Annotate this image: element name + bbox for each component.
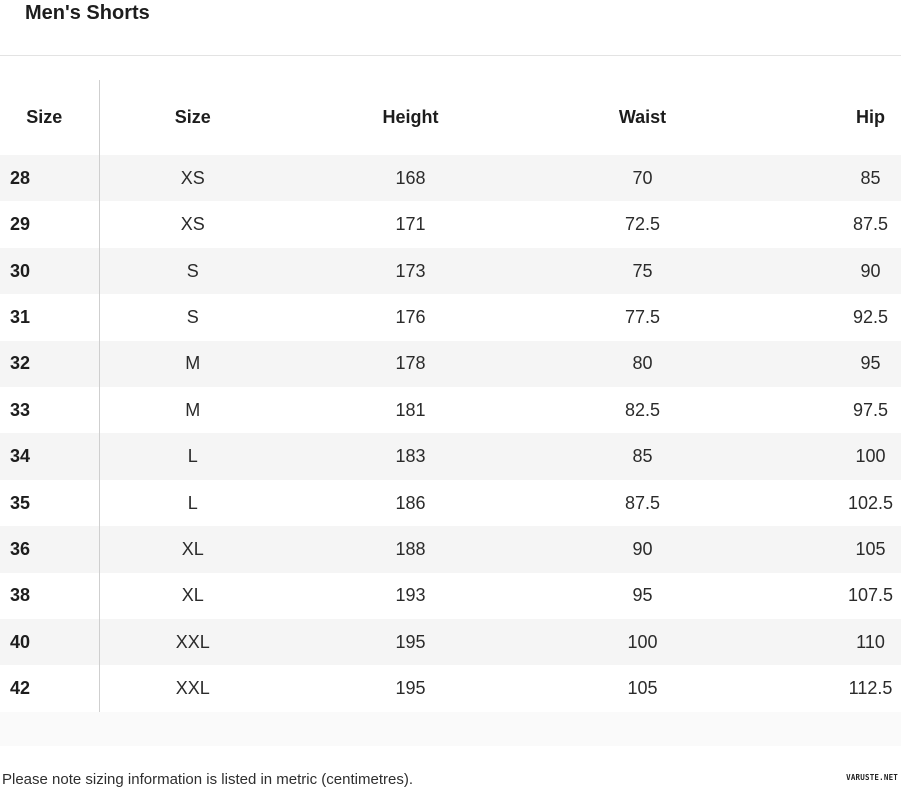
table-cell: 33 (0, 387, 100, 434)
table-cell: 193 (395, 585, 426, 606)
table-cell: 107.5 (847, 585, 894, 606)
table-cell: 40 (0, 619, 100, 666)
table-cell: 42 (0, 665, 100, 712)
table-cell: 32 (0, 340, 100, 388)
column-header-size-numeric: Size (0, 80, 100, 155)
table-cell: 100 (627, 631, 658, 652)
table-cell: L (187, 492, 198, 513)
table-cell: 29 (0, 201, 100, 248)
table-cell: 80 (632, 353, 653, 374)
table-cell: 168 (395, 167, 426, 188)
table-cell: XS (180, 167, 205, 188)
table-cell: 173 (395, 260, 426, 281)
table-cell: 36 (0, 526, 100, 573)
table-cell: 87.5 (852, 214, 889, 235)
table-cell: 100 (855, 446, 886, 467)
title-divider (0, 55, 901, 56)
table-row: 42 XXL 195 105 112.5 (0, 665, 901, 712)
column-header-hip: Hip (856, 107, 885, 127)
table-cell: M (185, 353, 201, 374)
table-cell: 95 (632, 585, 653, 606)
page-title: Men's Shorts (25, 2, 150, 24)
table-cell: 38 (0, 572, 100, 620)
table-row: 32 M 178 80 95 (0, 340, 901, 388)
table-cell: 188 (395, 538, 426, 559)
table-cell: 105 (855, 538, 886, 559)
table-cell: 105 (627, 678, 658, 699)
table-cell: S (186, 260, 199, 281)
table-cell: 75 (632, 260, 653, 281)
table-cell: 92.5 (852, 306, 889, 327)
table-row: 33 M 181 82.5 97.5 (0, 387, 901, 434)
table-row: 38 XL 193 95 107.5 (0, 572, 901, 620)
table-cell: 77.5 (624, 306, 661, 327)
table-cell: XL (181, 585, 204, 606)
table-row: 34 L 183 85 100 (0, 433, 901, 480)
table-cell: 90 (632, 538, 653, 559)
table-cell: 72.5 (624, 214, 661, 235)
table-cell: XXL (175, 631, 210, 652)
table-cell: 186 (395, 492, 426, 513)
table-cell: 95 (860, 353, 881, 374)
table-cell: 85 (860, 167, 881, 188)
table-cell: L (187, 446, 198, 467)
table-cell: 90 (860, 260, 881, 281)
table-cell: 35 (0, 479, 100, 527)
header-row: Size Size Height Waist Hip (0, 80, 901, 155)
table-cell: 30 (0, 247, 100, 295)
table-cell: 183 (395, 446, 426, 467)
table-cell: XS (180, 214, 205, 235)
column-header-size-letter: Size (174, 107, 211, 127)
table-cell: 195 (395, 678, 426, 699)
table-row: 30 S 173 75 90 (0, 247, 901, 295)
table-cell: XXL (175, 678, 210, 699)
size-chart-table: Size Size Height Waist Hip 28 XS 168 70 85 29… (0, 80, 901, 712)
table-row: 35 L 186 87.5 102.5 (0, 479, 901, 527)
table-cell: 181 (395, 399, 426, 420)
column-header-height: Height (382, 107, 439, 127)
table-cell: 171 (395, 214, 426, 235)
table-cell: 195 (395, 631, 426, 652)
size-chart-header: Size Size Height Waist Hip (0, 80, 901, 155)
table-cell: 82.5 (624, 399, 661, 420)
table-row: 28 XS 168 70 85 (0, 155, 901, 202)
column-header-waist: Waist (618, 107, 667, 127)
table-row: 29 XS 171 72.5 87.5 (0, 201, 901, 248)
size-chart-body: 28 XS 168 70 85 29 XS 171 72.5 87.5 30 S 173 75 90 31 S 1… (0, 155, 901, 712)
table-cell: 34 (0, 433, 100, 480)
table-cell: 31 (0, 294, 100, 341)
table-row: 31 S 176 77.5 92.5 (0, 294, 901, 341)
table-row: 40 XXL 195 100 110 (0, 619, 901, 666)
table-cell: 85 (632, 446, 653, 467)
table-cell: XL (181, 538, 204, 559)
table-cell: 110 (856, 631, 885, 652)
table-cell: 176 (395, 306, 426, 327)
table-cell: 28 (0, 155, 100, 202)
table-cell: 102.5 (847, 492, 894, 513)
table-cell: 87.5 (624, 492, 661, 513)
table-cell: 112.5 (848, 678, 893, 699)
table-footer-band (0, 711, 901, 746)
table-cell: 70 (632, 167, 653, 188)
table-cell: S (186, 306, 199, 327)
table-row: 36 XL 188 90 105 (0, 526, 901, 573)
table-cell: 178 (395, 353, 426, 374)
table-cell: 97.5 (852, 399, 889, 420)
table-cell: M (185, 399, 201, 420)
metric-note: Please note sizing information is listed… (2, 770, 413, 788)
watermark: VARUSTE.NET (846, 773, 898, 782)
